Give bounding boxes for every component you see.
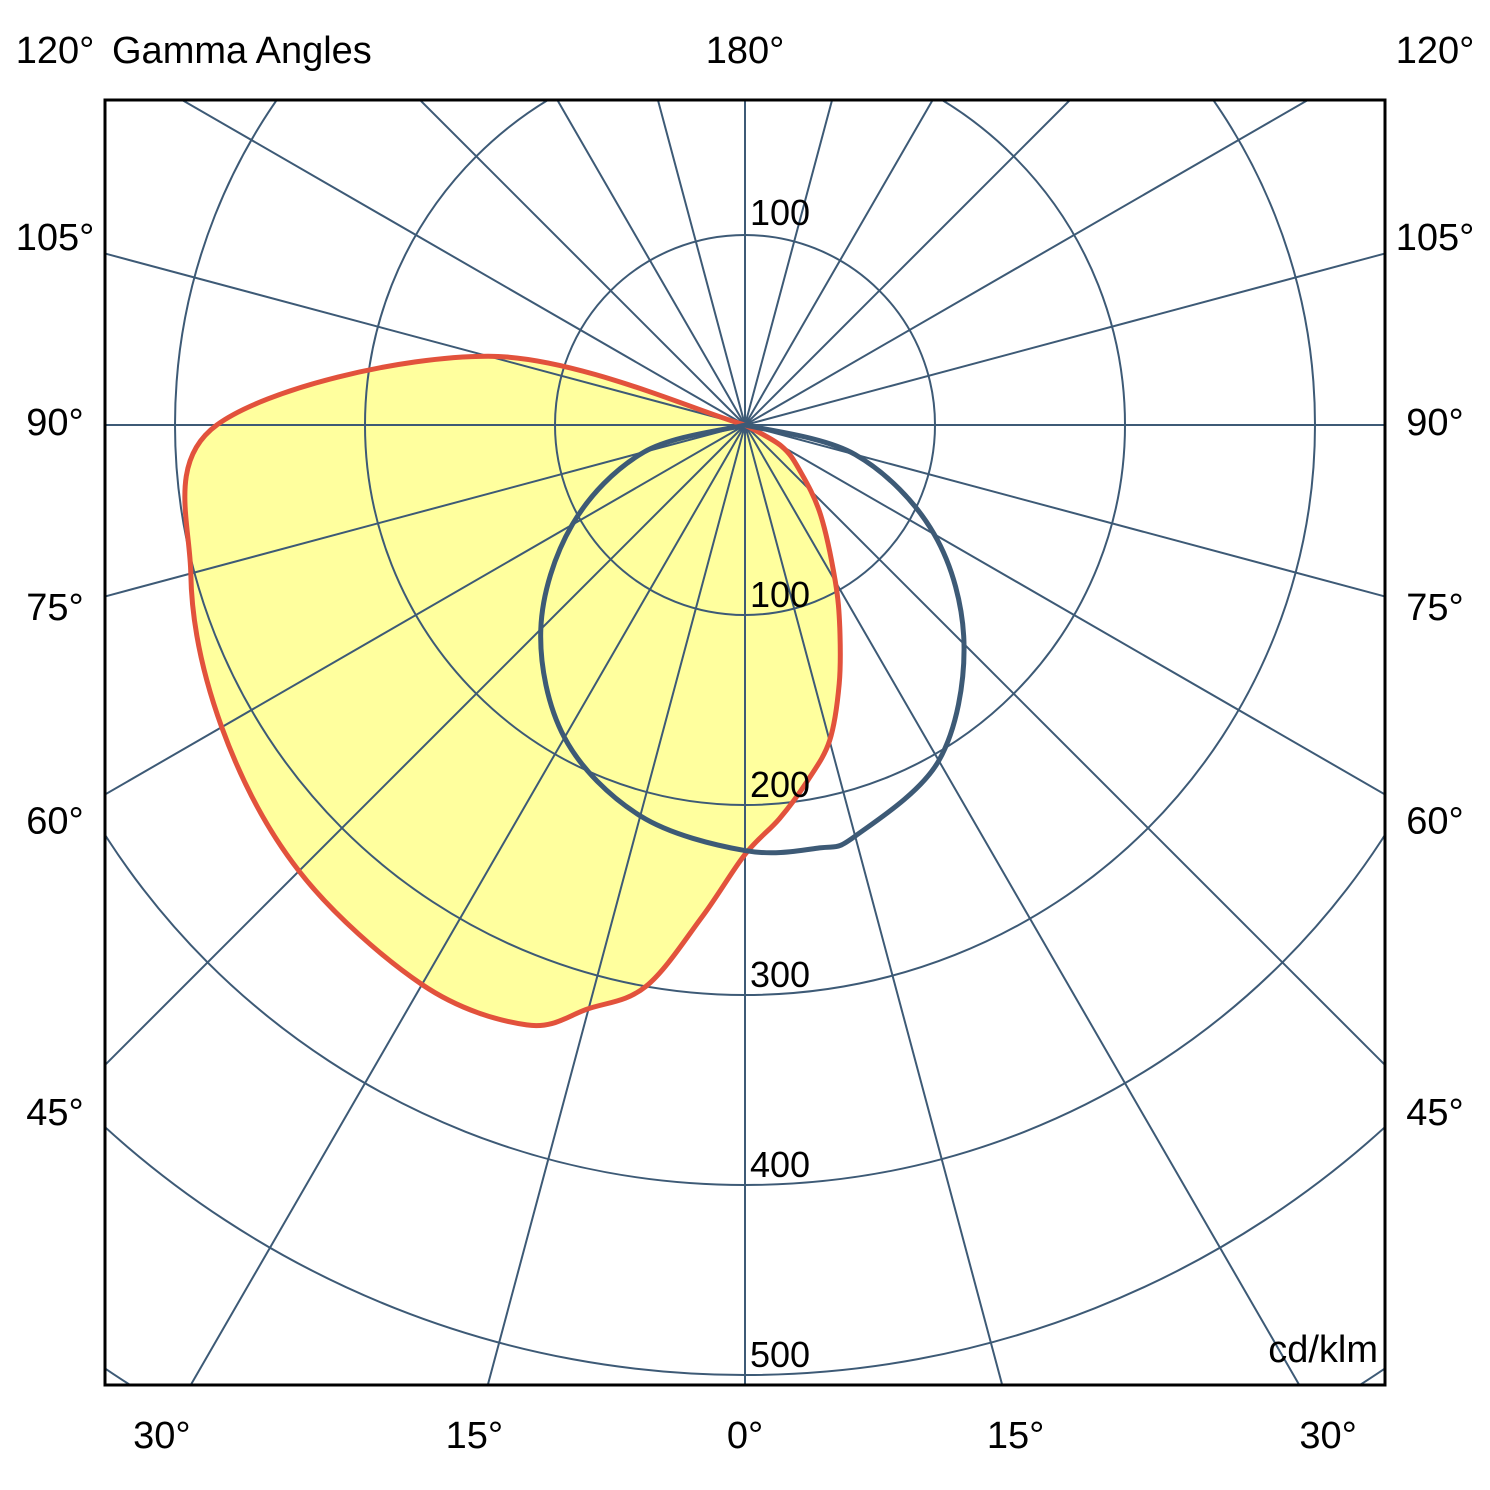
bottom-angle-label-2: 0° xyxy=(727,1415,763,1457)
grid-radial-285 xyxy=(105,424,746,598)
grid-radial-120 xyxy=(744,100,1310,426)
corner-angle-label-top-right: 120° xyxy=(1396,30,1475,72)
left-angle-label-90: 90° xyxy=(26,402,83,444)
plot-border xyxy=(103,98,1387,1387)
grid-radial-345 xyxy=(486,424,746,1385)
filled-distribution-curve-line xyxy=(182,353,843,1029)
grid-radial-30 xyxy=(744,424,1301,1385)
unit-label: cd/klm xyxy=(1268,1329,1378,1371)
grid-radial-150 xyxy=(744,100,934,426)
grid-radial-75 xyxy=(744,424,1385,598)
axis-labels-layer: 105° 90° 75° 60° 45° 105° 90° 75° 60° 45° 30° 15° 0°… xyxy=(16,192,1475,1457)
right-angle-label-75: 75° xyxy=(1406,587,1463,629)
corner-angle-label-top-left: 120° xyxy=(16,30,95,72)
radial-tick-up-100: 100 xyxy=(750,192,810,233)
grid-radial-165 xyxy=(744,100,834,426)
radial-tick-200: 200 xyxy=(750,764,810,805)
bottom-angle-label-1: 15° xyxy=(446,1415,503,1457)
right-angle-label-45: 45° xyxy=(1406,1092,1463,1134)
curve-stroke-layer xyxy=(182,353,967,1029)
grid-radial-60 xyxy=(744,424,1385,796)
bottom-angle-label-3: 15° xyxy=(987,1415,1044,1457)
right-angle-label-105: 105° xyxy=(1396,217,1475,259)
open-distribution-curve-line xyxy=(538,422,967,856)
bottom-angle-label-4: 30° xyxy=(1299,1415,1356,1457)
grid-radial-315 xyxy=(105,424,746,1067)
curve-fill-layer xyxy=(184,356,841,1026)
chart-title: Gamma Angles xyxy=(112,30,372,72)
radial-tick-100: 100 xyxy=(750,574,810,615)
grid-radial-135 xyxy=(744,100,1072,426)
grid-radial-15 xyxy=(744,424,1004,1385)
grid-radial-45 xyxy=(744,424,1385,1067)
top-angle-label-180: 180° xyxy=(706,30,785,72)
grid-radial-210 xyxy=(556,100,746,426)
left-angle-label-60: 60° xyxy=(26,800,83,842)
radial-tick-400: 400 xyxy=(750,1144,810,1185)
grid-radial-330 xyxy=(189,424,746,1385)
radial-tick-300: 300 xyxy=(750,954,810,995)
left-angle-label-75: 75° xyxy=(26,587,83,629)
left-angle-label-45: 45° xyxy=(26,1092,83,1134)
grid-radial-195 xyxy=(656,100,746,426)
bottom-angle-label-0: 30° xyxy=(133,1415,190,1457)
grid-radial-255 xyxy=(105,252,746,426)
grid-radial-105 xyxy=(744,252,1385,426)
radial-tick-500: 500 xyxy=(750,1334,810,1375)
right-angle-label-90: 90° xyxy=(1406,402,1463,444)
left-angle-label-105: 105° xyxy=(16,217,95,259)
right-angle-label-60: 60° xyxy=(1406,800,1463,842)
grid-radial-300 xyxy=(105,424,746,796)
filled-distribution-curve-fill xyxy=(184,356,841,1026)
grid-radial-240 xyxy=(180,100,746,426)
grid-radial-225 xyxy=(418,100,746,426)
